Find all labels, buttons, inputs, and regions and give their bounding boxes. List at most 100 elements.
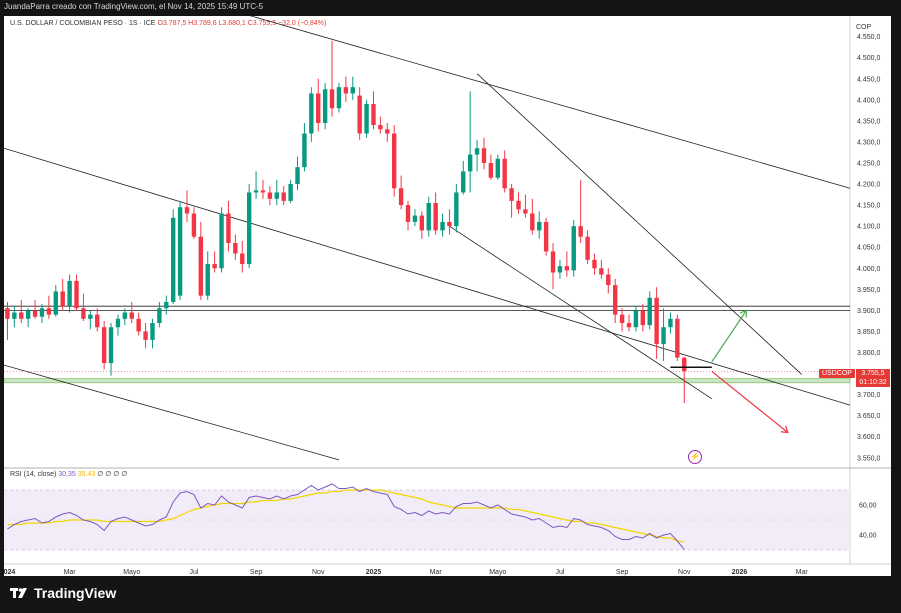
chart-credit: JuandaParra creado con TradingView.com, …: [4, 2, 264, 11]
candle-body: [523, 209, 528, 214]
candle-body: [682, 357, 687, 372]
x-tick-label: 2025: [366, 569, 382, 576]
candle-body: [274, 192, 279, 199]
x-tick-label: Mayo: [123, 569, 140, 576]
candle-body: [578, 226, 583, 237]
candle-body: [302, 133, 307, 168]
candle-body: [571, 226, 576, 271]
x-tick-label: 2026: [732, 569, 748, 576]
candle-body: [288, 184, 293, 201]
lightning-icon[interactable]: ⚡: [688, 450, 702, 464]
candle-body: [164, 301, 169, 309]
bar-countdown: 01:10:32: [859, 379, 887, 386]
candle-body: [184, 207, 190, 214]
candle-body: [467, 154, 473, 172]
rsi-name: RSI (14, close): [10, 471, 57, 478]
price-chart[interactable]: 4.550,0 4.500,0 4.450,0 4.400,0 4.350,0 4.300…: [4, 16, 891, 576]
y-tick-label: 4.450,0: [857, 76, 880, 83]
y-tick-label: 3.950,0: [857, 287, 880, 294]
candle-body: [95, 314, 100, 328]
rsi-ma-value: 35,43: [77, 471, 96, 478]
candle-body: [260, 190, 266, 193]
candle-body: [67, 280, 72, 307]
candle-body: [233, 243, 238, 254]
projection-arrow-down: [711, 370, 789, 433]
candle-body: [481, 148, 487, 163]
candle-body: [150, 323, 155, 340]
candle-body: [53, 291, 58, 315]
candle-body: [661, 327, 666, 345]
candle-body: [543, 221, 549, 252]
tradingview-logo[interactable]: TradingView: [10, 585, 116, 601]
trend-line: [249, 16, 851, 189]
candle-body: [157, 308, 162, 324]
y-tick-label: 3.650,0: [857, 413, 880, 420]
candle-body: [405, 205, 411, 222]
candle-body: [281, 192, 286, 201]
candle-body: [212, 264, 217, 269]
y-tick-label: 3.600,0: [857, 434, 880, 441]
ohlc-values: O3.787,5 H3.789,6 L3.680,1 C3.755,5 −32,…: [157, 20, 327, 27]
candle-body: [626, 323, 632, 328]
candle-body: [640, 310, 646, 326]
candle-body: [74, 280, 79, 309]
y-tick-label: 4.150,0: [857, 203, 880, 210]
y-tick-label: 4.400,0: [857, 97, 880, 104]
candle-body: [668, 318, 673, 328]
last-price-box: 3.755,5 01:10:32: [856, 369, 890, 387]
candle-body: [136, 318, 141, 332]
candle-body: [654, 297, 659, 345]
candle-body: [198, 236, 204, 296]
candle-body: [253, 190, 259, 193]
tradingview-logo-icon: [10, 588, 27, 598]
candle-body: [537, 221, 542, 231]
candle-body: [550, 251, 556, 273]
candle-body: [343, 87, 349, 94]
rsi-tick-label: 60,00: [859, 503, 877, 510]
y-tick-label: 4.300,0: [857, 139, 880, 146]
candle-body: [426, 202, 431, 231]
trend-line: [4, 147, 851, 406]
candle-body: [350, 87, 355, 94]
candle-body: [592, 259, 597, 269]
candle-body: [516, 200, 521, 210]
candle-body: [336, 87, 342, 109]
y-tick-label: 4.100,0: [857, 224, 880, 231]
candle-body: [599, 268, 604, 275]
candle-body: [143, 331, 148, 340]
candle-body: [129, 312, 134, 319]
candle-body: [612, 285, 618, 315]
candle-body: [101, 327, 107, 364]
rsi-tick-label: 40,00: [859, 533, 877, 540]
chart-panel[interactable]: 4.550,0 4.500,0 4.450,0 4.400,0 4.350,0 4.300…: [4, 16, 891, 576]
x-tick-label: Sep: [616, 569, 629, 576]
x-tick-label: Sep: [250, 569, 263, 576]
candle-body: [633, 310, 639, 328]
candle-body: [246, 192, 252, 265]
y-tick-label: 4.500,0: [857, 55, 880, 62]
candle-body: [5, 308, 10, 319]
candle-body: [108, 327, 114, 364]
candle-body: [219, 213, 224, 269]
candle-body: [46, 308, 52, 315]
candle-body: [378, 125, 383, 130]
candle-body: [495, 158, 500, 178]
candle-body: [606, 274, 611, 286]
candle-body: [191, 213, 197, 237]
x-tick-label: Mar: [64, 569, 77, 576]
rsi-extra: ∅ ∅ ∅ ∅: [97, 471, 128, 478]
candle-body: [385, 129, 390, 134]
projection-arrow-up: [711, 310, 747, 363]
x-tick-label: Nov: [678, 569, 691, 576]
projection-arrowhead-down: [780, 425, 789, 434]
candle-body: [177, 207, 183, 296]
symbol-legend: U.S. DOLLAR / COLOMBIAN PESO · 1S · ICE …: [10, 20, 326, 27]
symbol-label: U.S. DOLLAR / COLOMBIAN PESO · 1S · ICE: [10, 20, 156, 27]
footer-bar: TradingView: [0, 576, 901, 613]
candle-body: [267, 192, 273, 199]
candle-body: [647, 297, 652, 326]
trend-line: [449, 225, 713, 400]
candle-body: [461, 171, 466, 193]
y-tick-label: 4.550,0: [857, 34, 880, 41]
candle-body: [454, 192, 459, 227]
